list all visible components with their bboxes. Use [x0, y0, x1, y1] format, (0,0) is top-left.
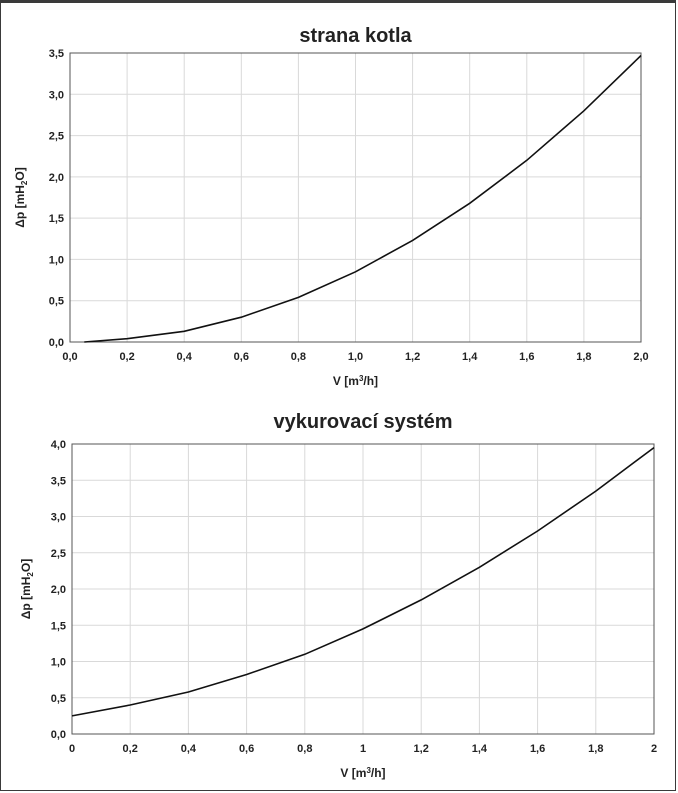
y-tick-label: 2,5: [51, 548, 66, 560]
x-tick-label: 0,2: [123, 743, 138, 755]
x-axis-label: V [m3/h]: [340, 766, 385, 780]
x-tick-label: 1,6: [530, 743, 545, 755]
series-line: [71, 446, 655, 717]
x-tick-label: 1,6: [519, 351, 534, 363]
y-tick-label: 0,0: [49, 337, 64, 349]
y-tick-label: 3,5: [49, 48, 64, 60]
y-tick-label: 2,0: [51, 584, 66, 596]
y-tick-label: 3,0: [49, 89, 64, 101]
x-tick-label: 0,0: [62, 351, 77, 363]
x-tick-label: 1: [360, 743, 366, 755]
y-tick-label: 3,5: [51, 475, 66, 487]
x-tick-label: 1,2: [414, 743, 429, 755]
plot-area: [69, 52, 642, 343]
x-tick-label: 1,4: [462, 351, 478, 363]
y-axis-label: Δp [mH2O]: [19, 559, 35, 619]
x-tick-label: 0,6: [234, 351, 249, 363]
x-tick-label: 1,4: [472, 743, 488, 755]
chart-title-0: strana kotla: [299, 25, 412, 47]
x-tick-label: 0,8: [291, 351, 306, 363]
y-tick-label: 1,0: [49, 254, 64, 266]
x-tick-label: 1,0: [348, 351, 363, 363]
x-tick-label: 0: [69, 743, 75, 755]
x-tick-label: 1,8: [576, 351, 591, 363]
y-tick-label: 1,5: [49, 213, 64, 225]
chart-title-1: vykurovací systém: [273, 411, 452, 433]
series-line: [84, 54, 642, 343]
y-tick-label: 3,0: [51, 512, 66, 524]
x-tick-label: 2: [651, 743, 657, 755]
x-tick-label: 0,4: [177, 351, 193, 363]
y-tick-label: 0,5: [49, 296, 64, 308]
y-tick-label: 0,0: [51, 729, 66, 741]
x-axis-label: V [m3/h]: [333, 374, 378, 388]
y-tick-label: 0,5: [51, 693, 66, 705]
y-tick-label: 1,0: [51, 657, 66, 669]
x-tick-label: 0,2: [119, 351, 134, 363]
x-tick-label: 0,6: [239, 743, 254, 755]
y-tick-label: 2,0: [49, 172, 64, 184]
plot-area: [71, 443, 655, 735]
y-tick-label: 4,0: [51, 439, 66, 451]
x-tick-label: 1,8: [588, 743, 603, 755]
y-tick-label: 1,5: [51, 620, 66, 632]
y-tick-label: 2,5: [49, 131, 64, 143]
x-tick-label: 0,8: [297, 743, 312, 755]
x-tick-label: 2,0: [633, 351, 648, 363]
y-axis-label: Δp [mH2O]: [13, 167, 29, 227]
x-tick-label: 1,2: [405, 351, 420, 363]
x-tick-label: 0,4: [181, 743, 197, 755]
